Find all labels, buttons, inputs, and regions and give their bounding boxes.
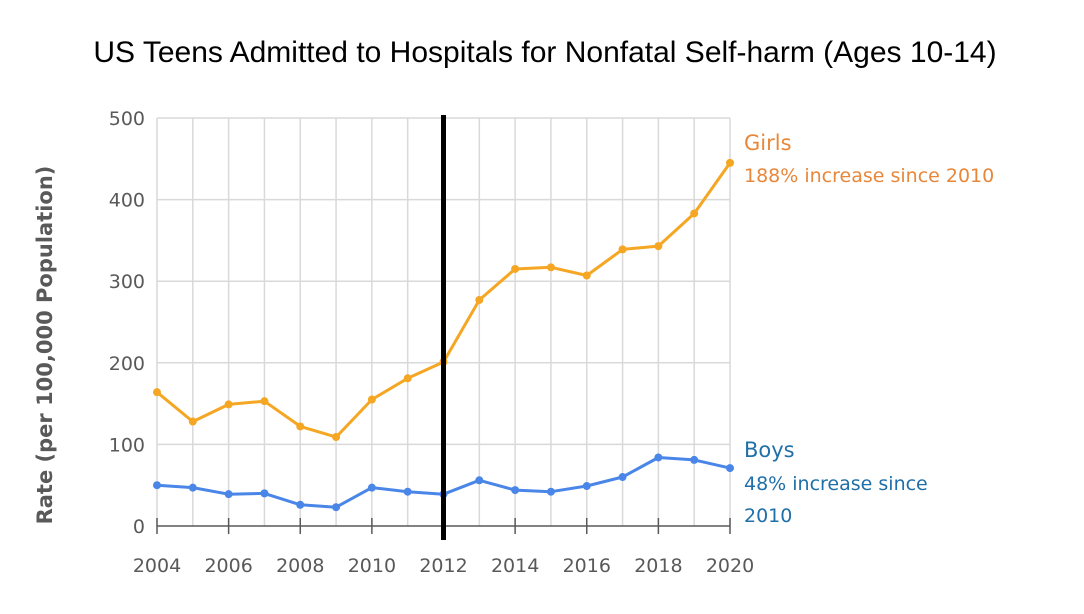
boys-data-point [582,482,591,491]
girls-data-point [475,295,484,304]
girls-annotation: 188% increase since 2010 [744,165,994,187]
y-tick-label: 500 [109,108,145,130]
boys-data-point [511,486,520,495]
x-tick-label: 2020 [706,555,754,577]
x-tick-label: 2018 [634,555,682,577]
x-tick-label: 2004 [133,555,181,577]
boys-data-point [367,483,376,492]
girls-data-point [582,271,591,280]
x-tick-label: 2008 [276,555,324,577]
y-tick-labels: 0 100 200 300 400 500 [109,108,145,538]
girls-data-point [153,388,161,397]
girls-data-point [403,374,412,383]
boys-data-point [546,487,555,496]
boys-data-point [188,483,197,492]
y-tick-label: 300 [109,271,145,293]
x-tick-label: 2014 [491,555,539,577]
girls-data-point [726,158,734,167]
girls-data-point [546,263,555,272]
girls-data-point [618,245,627,254]
y-tick-label: 100 [109,434,145,456]
boys-data-point [296,500,305,509]
boys-annotation-line-2: 2010 [744,505,792,527]
girls-data-point [690,209,699,218]
girls-data-point [367,395,376,404]
y-tick-label: 200 [109,353,145,375]
boys-legend-label: Boys [744,438,795,462]
x-tick-labels: 2004 2006 2008 2010 2012 2014 2016 2018 2020 [133,555,754,577]
boys-data-point [332,503,341,512]
boys-annotation-line-1: 48% increase since [744,473,928,495]
boys-data-point [224,490,233,499]
girls-data-point [511,264,520,273]
girls-data-point [224,400,233,409]
girls-legend-label: Girls [744,131,792,155]
boys-data-point [690,455,699,464]
girls-data-point [296,422,305,431]
chart-title: US Teens Admitted to Hospitals for Nonfa… [93,36,996,69]
girls-data-point [332,433,341,442]
girls-data-point [260,397,269,406]
y-tick-label: 0 [133,516,145,538]
x-tick-label: 2010 [348,555,396,577]
girls-data-point [188,417,197,426]
x-tick-label: 2016 [563,555,611,577]
boys-data-point [403,487,412,496]
boys-data-point [153,481,161,490]
girls-data-point [654,242,663,251]
x-tick-label: 2006 [204,555,252,577]
boys-data-point [260,489,269,498]
x-tick-label: 2012 [419,555,467,577]
boys-data-point [618,473,627,482]
boys-data-point [654,453,663,462]
boys-data-point [475,476,484,485]
y-axis-label: Rate (per 100,000 Population) [33,166,57,525]
boys-data-point [726,464,734,473]
y-tick-label: 400 [109,190,145,212]
